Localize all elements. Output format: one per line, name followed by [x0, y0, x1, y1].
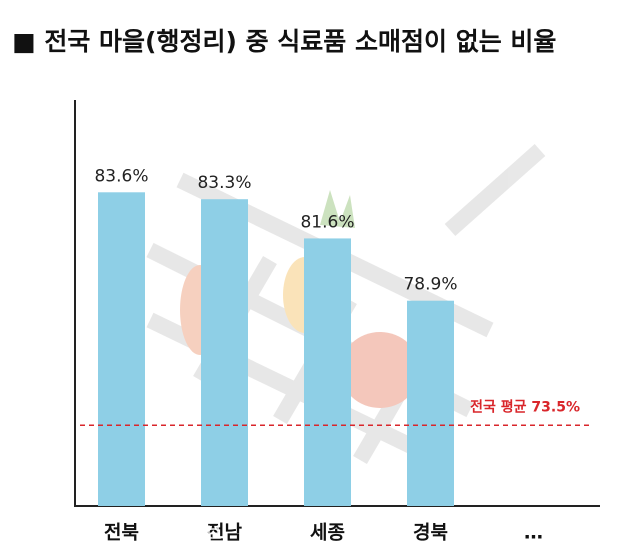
- bar: [98, 192, 145, 506]
- x-tick-label: 세종: [310, 522, 345, 544]
- bar: [407, 300, 454, 506]
- x-tick-label: 전북: [104, 522, 139, 544]
- reference-label: 전국 평균 73.5%: [470, 398, 580, 415]
- value-label: 78.9%: [403, 275, 457, 295]
- value-label: 81.6%: [300, 212, 354, 232]
- chart-title: ■ 전국 마을(행정리) 중 식료품 소매점이 없는 비율: [12, 27, 556, 56]
- bar: [304, 238, 351, 506]
- x-tick-label: …: [524, 522, 543, 544]
- bar: [201, 199, 248, 507]
- x-tick-label: 경북: [413, 522, 448, 544]
- value-label: 83.3%: [197, 173, 251, 193]
- value-label: 83.6%: [94, 166, 148, 186]
- x-tick-label: 전남: [207, 522, 242, 544]
- watermark: 전북일보: [159, 524, 222, 544]
